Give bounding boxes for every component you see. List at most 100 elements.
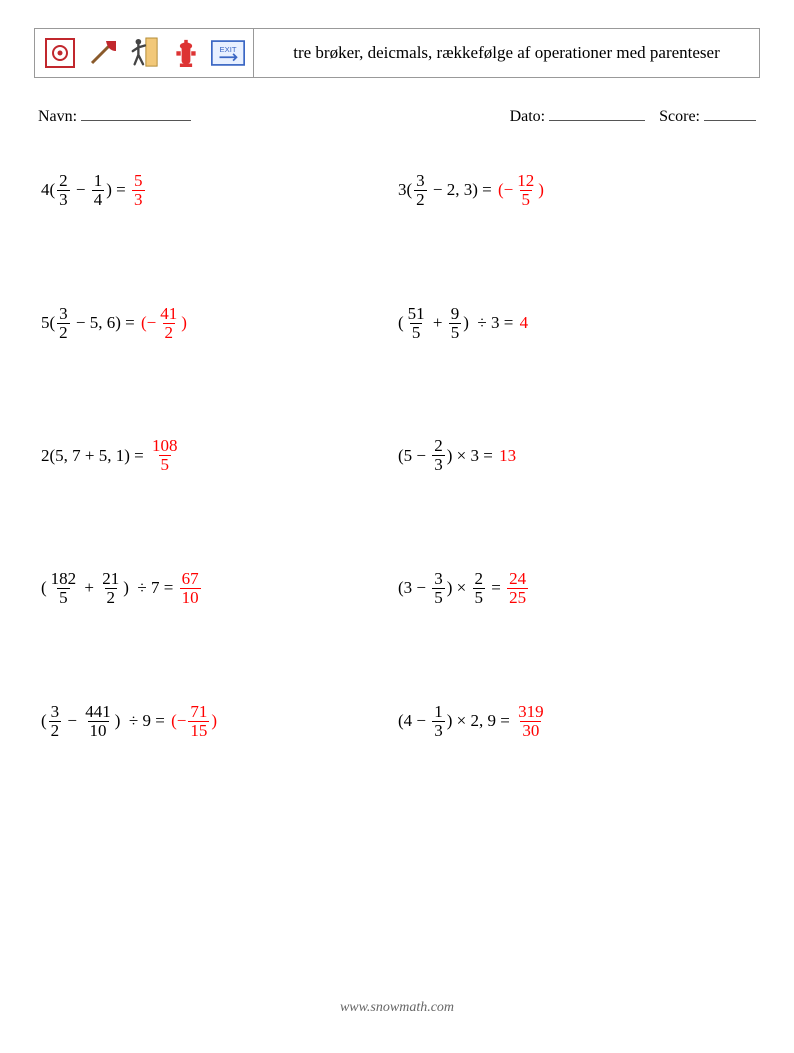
equation: (515 + 95) ÷ 3 = 4 [397, 305, 529, 342]
expression-text: 4( [40, 180, 56, 200]
answer-fraction: 53 [131, 172, 146, 209]
fraction: 13 [431, 703, 446, 740]
expression-text: ) = [105, 180, 131, 200]
fraction: 23 [56, 172, 71, 209]
fraction: 1825 [48, 570, 80, 607]
equation: (3 − 35) × 25 = 2425 [397, 570, 529, 607]
fraction-numerator: 108 [150, 437, 180, 455]
problem-cell: (3 − 35) × 25 = 2425 [397, 570, 754, 607]
expression-text: ) × 3 = [446, 446, 498, 466]
person-exit-icon [127, 34, 161, 72]
fraction-numerator: 51 [406, 305, 427, 323]
worksheet-header: EXIT tre brøker, deicmals, rækkefølge af… [34, 28, 760, 78]
problem-cell: (515 + 95) ÷ 3 = 4 [397, 305, 754, 342]
fraction-denominator: 5 [520, 190, 533, 209]
fraction-numerator: 441 [83, 703, 113, 721]
fraction-numerator: 3 [49, 703, 62, 721]
answer-fraction: 412 [157, 305, 180, 342]
answer-text: (− [140, 313, 157, 333]
answer-fraction: 1085 [149, 437, 181, 474]
equation: 5(32 − 5, 6) = (−412) [40, 305, 188, 342]
fraction-denominator: 2 [57, 323, 70, 342]
problem-grid: 4(23 − 14) = 533(32 − 2, 3) = (−125)5(32… [34, 172, 760, 739]
fraction-denominator: 2 [414, 190, 427, 209]
fraction: 35 [431, 570, 446, 607]
fraction-denominator: 5 [449, 323, 462, 342]
answer-text: 4 [519, 313, 530, 333]
expression-text: ) ÷ 9 = [114, 711, 170, 731]
fraction-numerator: 3 [57, 305, 70, 323]
answer-fraction: 6710 [179, 570, 202, 607]
svg-text:EXIT: EXIT [220, 45, 237, 54]
fraction-numerator: 41 [158, 305, 179, 323]
equation: (5 − 23) × 3 = 13 [397, 437, 517, 474]
axe-icon [85, 34, 119, 72]
equation: (4 − 13) × 2, 9 = 31930 [397, 703, 547, 740]
problem-cell: 4(23 − 14) = 53 [40, 172, 397, 209]
fraction-denominator: 3 [132, 190, 145, 209]
problem-cell: (5 − 23) × 3 = 13 [397, 437, 754, 474]
expression-text: = [486, 578, 506, 598]
equation: (1825 + 212) ÷ 7 = 6710 [40, 570, 202, 607]
answer-text: ) [210, 711, 218, 731]
score-label: Score: [659, 108, 700, 125]
fraction-denominator: 10 [88, 721, 109, 740]
fraction-numerator: 1 [92, 172, 105, 190]
equation: 3(32 − 2, 3) = (−125) [397, 172, 545, 209]
answer-fraction: 125 [514, 172, 537, 209]
fraction-numerator: 319 [516, 703, 546, 721]
fraction: 515 [405, 305, 428, 342]
fraction: 32 [48, 703, 63, 740]
fraction-numerator: 71 [188, 703, 209, 721]
fraction-denominator: 15 [188, 721, 209, 740]
expression-text: 3( [397, 180, 413, 200]
fraction: 212 [99, 570, 122, 607]
fraction-numerator: 2 [57, 172, 70, 190]
fraction-numerator: 1 [432, 703, 445, 721]
problem-cell: 5(32 − 5, 6) = (−412) [40, 305, 397, 342]
fraction-numerator: 2 [432, 437, 445, 455]
expression-text: ( [40, 578, 48, 598]
equation: (32 − 44110) ÷ 9 = (−7115) [40, 703, 218, 740]
expression-text: (5 − [397, 446, 431, 466]
problem-cell: 3(32 − 2, 3) = (−125) [397, 172, 754, 209]
expression-text: − [71, 180, 91, 200]
expression-text: 5( [40, 313, 56, 333]
answer-text: 13 [498, 446, 517, 466]
problem-cell: 2(5, 7 + 5, 1) = 1085 [40, 437, 397, 474]
fraction: 32 [413, 172, 428, 209]
name-blank[interactable] [81, 106, 191, 121]
worksheet-title: tre brøker, deicmals, rækkefølge af oper… [254, 29, 759, 77]
expression-text: − 5, 6) = [71, 313, 140, 333]
fraction-denominator: 3 [432, 455, 445, 474]
score-blank[interactable] [704, 106, 756, 121]
fraction: 44110 [82, 703, 114, 740]
answer-text: ) [537, 180, 545, 200]
fraction: 95 [448, 305, 463, 342]
fraction: 14 [91, 172, 106, 209]
fraction-numerator: 12 [515, 172, 536, 190]
fraction: 25 [472, 570, 487, 607]
problem-cell: (1825 + 212) ÷ 7 = 6710 [40, 570, 397, 607]
answer-fraction: 7115 [187, 703, 210, 740]
exit-sign-icon: EXIT [211, 34, 245, 72]
expression-text: 2(5, 7 + 5, 1) = [40, 446, 149, 466]
fraction-denominator: 2 [49, 721, 62, 740]
answer-text: ) [180, 313, 188, 333]
fraction-numerator: 67 [180, 570, 201, 588]
answer-text: (− [497, 180, 514, 200]
header-icon-row: EXIT [35, 29, 254, 77]
date-blank[interactable] [549, 106, 645, 121]
fraction-denominator: 5 [473, 588, 486, 607]
fraction-numerator: 9 [449, 305, 462, 323]
fire-alarm-icon [43, 34, 77, 72]
expression-text: ) ÷ 7 = [122, 578, 178, 598]
fraction: 32 [56, 305, 71, 342]
fraction-denominator: 10 [180, 588, 201, 607]
answer-fraction: 2425 [506, 570, 529, 607]
expression-text: + [428, 313, 448, 333]
fraction-denominator: 5 [432, 588, 445, 607]
fraction-denominator: 30 [520, 721, 541, 740]
expression-text: + [79, 578, 99, 598]
fraction: 23 [431, 437, 446, 474]
